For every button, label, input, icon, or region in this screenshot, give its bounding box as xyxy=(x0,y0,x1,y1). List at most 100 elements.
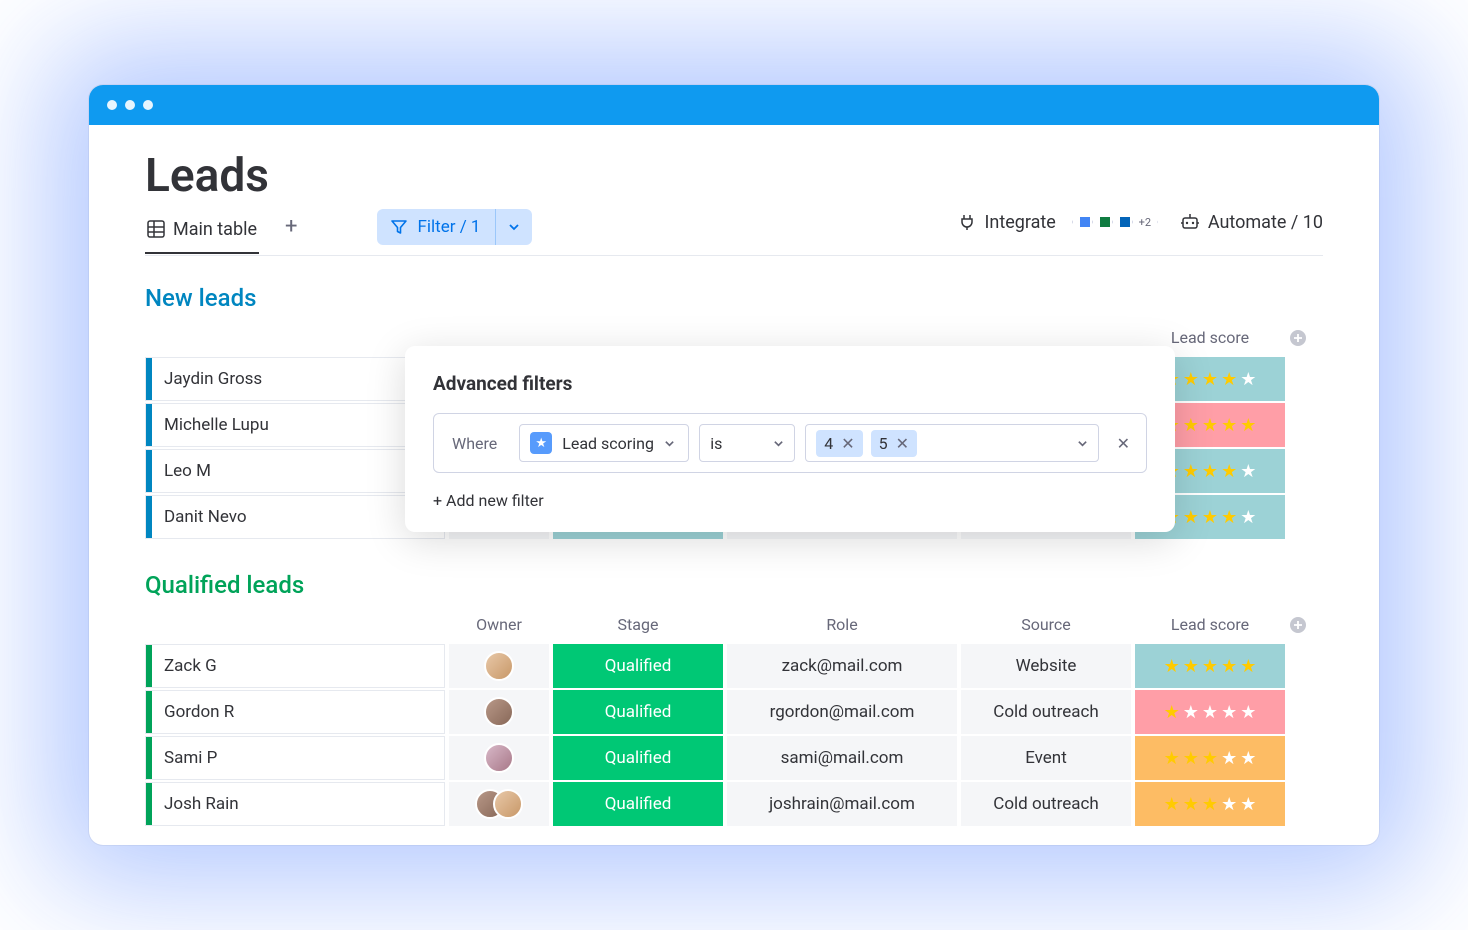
board: New leads Owner Stage Role Source Lead s… xyxy=(145,284,1323,826)
row-end xyxy=(1289,782,1325,826)
automate-label: Automate / 10 xyxy=(1208,212,1323,233)
row-end xyxy=(1289,644,1325,688)
filter-chip[interactable]: 5 ✕ xyxy=(871,430,917,457)
col-stage[interactable]: Stage xyxy=(553,611,723,638)
filter-column-select[interactable]: ★ Lead scoring xyxy=(519,424,689,462)
row-end xyxy=(1289,403,1325,447)
name-cell[interactable]: Danit Nevo xyxy=(145,495,445,539)
owner-cell[interactable] xyxy=(449,736,549,780)
plug-icon xyxy=(958,213,976,231)
score-cell[interactable]: ★★★★★ xyxy=(1135,644,1285,688)
stage-cell[interactable]: Qualified xyxy=(553,736,723,780)
avatar xyxy=(484,651,514,681)
filter-values-select[interactable]: 4 ✕ 5 ✕ xyxy=(805,424,1098,462)
robot-icon xyxy=(1180,213,1200,231)
integration-icons[interactable]: +2 xyxy=(1078,209,1158,235)
filter-panel-title: Advanced filters xyxy=(433,372,1147,395)
filter-label: Filter / 1 xyxy=(417,217,480,237)
plus-circle-icon xyxy=(1289,329,1307,347)
filter-row: Where ★ Lead scoring is 4 ✕ xyxy=(433,413,1147,473)
column-headers: Owner Stage Role Source Lead score xyxy=(145,611,1323,638)
name-cell[interactable]: Zack G xyxy=(145,644,445,688)
avatar xyxy=(493,789,523,819)
score-cell[interactable]: ★★★★★ xyxy=(1135,736,1285,780)
chip-remove-icon[interactable]: ✕ xyxy=(896,434,909,453)
chip-label: 5 xyxy=(879,434,888,453)
filter-chip[interactable]: 4 ✕ xyxy=(816,430,862,457)
stage-cell[interactable]: Qualified xyxy=(553,690,723,734)
col-source[interactable]: Source xyxy=(961,611,1131,638)
tabs-row: Main table + Filter / 1 Integrate xyxy=(145,209,1323,256)
star-column-icon: ★ xyxy=(530,432,552,454)
window-dot xyxy=(143,100,153,110)
integrate-label: Integrate xyxy=(984,212,1055,233)
tab-label: Main table xyxy=(173,219,257,240)
window-dot xyxy=(125,100,135,110)
source-cell[interactable]: Cold outreach xyxy=(961,690,1131,734)
filter-dropdown-button[interactable] xyxy=(495,209,532,245)
remove-filter-button[interactable]: ✕ xyxy=(1109,434,1134,453)
chip-remove-icon[interactable]: ✕ xyxy=(841,434,854,453)
score-cell[interactable]: ★★★★★ xyxy=(1135,782,1285,826)
avatar-stack xyxy=(475,789,523,819)
avatar xyxy=(484,743,514,773)
col-role[interactable]: Role xyxy=(727,611,957,638)
owner-cell[interactable] xyxy=(449,690,549,734)
filter-column-label: Lead scoring xyxy=(562,434,654,453)
name-cell[interactable]: Gordon R xyxy=(145,690,445,734)
toolbar-right: Integrate +2 Automate / 10 xyxy=(958,209,1323,245)
role-cell[interactable]: rgordon@mail.com xyxy=(727,690,957,734)
group-title-qualified[interactable]: Qualified leads xyxy=(145,571,1323,599)
filter-where-label: Where xyxy=(446,434,509,453)
name-cell[interactable]: Leo M xyxy=(145,449,445,493)
add-column-button[interactable] xyxy=(1289,616,1325,634)
window-titlebar xyxy=(89,85,1379,125)
chevron-down-icon xyxy=(773,438,784,449)
row-end xyxy=(1289,357,1325,401)
row-end xyxy=(1289,736,1325,780)
table-row[interactable]: Zack G Qualified zack@mail.com Website ★… xyxy=(145,644,1323,688)
stage-cell[interactable]: Qualified xyxy=(553,644,723,688)
integrate-button[interactable]: Integrate xyxy=(958,212,1055,233)
score-cell[interactable]: ★★★★★ xyxy=(1135,690,1285,734)
group-title-new[interactable]: New leads xyxy=(145,284,1323,312)
name-cell[interactable]: Jaydin Gross xyxy=(145,357,445,401)
owner-cell[interactable] xyxy=(449,644,549,688)
add-filter-button[interactable]: + Add new filter xyxy=(433,491,1147,510)
role-cell[interactable]: joshrain@mail.com xyxy=(727,782,957,826)
role-cell[interactable]: sami@mail.com xyxy=(727,736,957,780)
tab-main-table[interactable]: Main table xyxy=(145,211,259,254)
group-qualified-leads: Qualified leads Owner Stage Role Source … xyxy=(145,571,1323,826)
row-end xyxy=(1289,449,1325,493)
role-cell[interactable]: zack@mail.com xyxy=(727,644,957,688)
name-cell[interactable]: Michelle Lupu xyxy=(145,403,445,447)
source-cell[interactable]: Event xyxy=(961,736,1131,780)
filter-operator-select[interactable]: is xyxy=(699,424,795,462)
chevron-down-icon xyxy=(664,438,675,449)
app-window: Leads Main table + Filter / 1 xyxy=(89,85,1379,845)
window-dot xyxy=(107,100,117,110)
col-score[interactable]: Lead score xyxy=(1135,611,1285,638)
chip-label: 4 xyxy=(824,434,833,453)
source-cell[interactable]: Cold outreach xyxy=(961,782,1131,826)
content-area: Leads Main table + Filter / 1 xyxy=(89,125,1379,845)
plus-circle-icon xyxy=(1289,616,1307,634)
name-cell[interactable]: Sami P xyxy=(145,736,445,780)
row-end xyxy=(1289,495,1325,539)
integration-more-badge: +2 xyxy=(1132,209,1158,235)
filter-button[interactable]: Filter / 1 xyxy=(377,209,531,245)
col-owner[interactable]: Owner xyxy=(449,611,549,638)
table-row[interactable]: Josh Rain Qualified joshrain@mail.com Co… xyxy=(145,782,1323,826)
add-column-button[interactable] xyxy=(1289,329,1325,347)
source-cell[interactable]: Website xyxy=(961,644,1131,688)
filter-button-main[interactable]: Filter / 1 xyxy=(377,217,494,237)
add-view-button[interactable]: + xyxy=(273,214,309,251)
automate-button[interactable]: Automate / 10 xyxy=(1180,212,1323,233)
table-row[interactable]: Sami P Qualified sami@mail.com Event ★★★… xyxy=(145,736,1323,780)
owner-cell[interactable] xyxy=(449,782,549,826)
stage-cell[interactable]: Qualified xyxy=(553,782,723,826)
name-cell[interactable]: Josh Rain xyxy=(145,782,445,826)
advanced-filters-panel: Advanced filters Where ★ Lead scoring is xyxy=(405,346,1175,532)
row-end xyxy=(1289,690,1325,734)
table-row[interactable]: Gordon R Qualified rgordon@mail.com Cold… xyxy=(145,690,1323,734)
